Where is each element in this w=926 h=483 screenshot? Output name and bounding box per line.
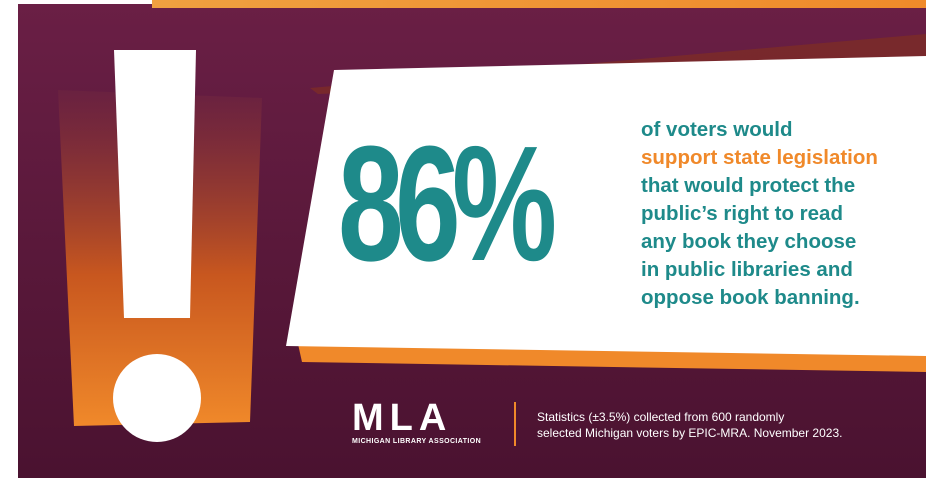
statement-line: in public libraries and <box>641 258 853 281</box>
statement-highlight-line: support state legislation <box>641 146 878 169</box>
source-note: Statistics (±3.5%) collected from 600 ra… <box>537 409 907 441</box>
top-orange-strip <box>152 0 926 8</box>
headline-percentage: 86% <box>338 112 557 295</box>
logo-caption: MICHIGAN LIBRARY ASSOCIATION <box>352 438 482 445</box>
source-line: Statistics (±3.5%) collected from 600 ra… <box>537 410 785 424</box>
exclamation-icon <box>113 50 201 442</box>
source-line: selected Michigan voters by EPIC-MRA. No… <box>537 426 843 440</box>
footer-divider <box>514 402 516 446</box>
statement-line: any book they choose <box>641 230 857 253</box>
statistic-panel <box>286 56 926 356</box>
statement-line: oppose book banning. <box>641 286 860 309</box>
mla-logo-icon: MLA <box>352 397 453 439</box>
statement-line: that would protect the <box>641 174 856 197</box>
statistic-statement: of voters would support state legislatio… <box>641 116 921 312</box>
statement-line: public’s right to read <box>641 202 843 225</box>
statement-line: of voters would <box>641 118 793 141</box>
